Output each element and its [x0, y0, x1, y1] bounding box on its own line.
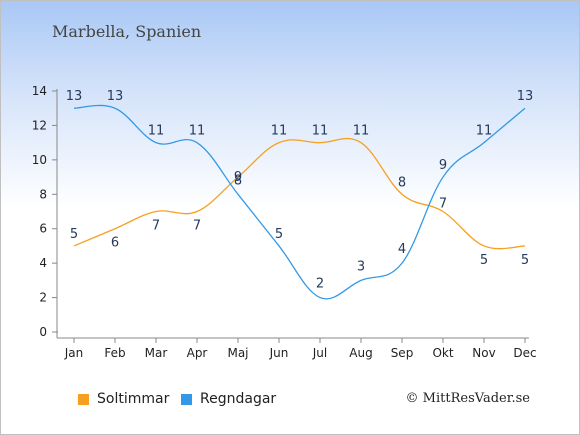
y-tick-label: 2	[39, 291, 47, 305]
legend-label-soltimmar: Soltimmar	[97, 391, 170, 407]
x-tick-label: Apr	[187, 346, 208, 360]
x-tick-label: Dec	[513, 346, 536, 360]
data-label-regndagar: 11	[148, 124, 165, 139]
x-tick-label: Jul	[312, 346, 327, 360]
data-label-regndagar: 4	[398, 242, 406, 257]
data-labels: 5 6 7 7 9 11 11 11 8 7 5 5 13 13 11 11 8 5 2 3 4 9 11 13	[66, 89, 534, 291]
series-line-regndagar	[73, 104, 526, 300]
data-label-regndagar: 2	[316, 277, 324, 292]
data-label-soltimmar: 7	[152, 219, 160, 234]
data-label-soltimmar: 5	[70, 227, 78, 242]
axes: 0 2 4 6 8 10 12 14 Jan Feb Mar Apr Maj Jun Jul Aug Sep Ok…	[32, 84, 537, 360]
data-label-soltimmar: 5	[521, 253, 529, 268]
data-label-soltimmar: 11	[312, 124, 329, 139]
data-label-soltimmar: 11	[271, 124, 288, 139]
data-label-soltimmar: 5	[480, 253, 488, 268]
data-label-regndagar: 11	[476, 124, 493, 139]
legend-swatch-soltimmar	[78, 393, 89, 405]
data-label-soltimmar: 9	[234, 170, 242, 185]
data-label-soltimmar: 6	[111, 236, 119, 251]
data-label-soltimmar: 7	[193, 219, 201, 234]
y-tick-label: 10	[32, 153, 47, 167]
y-tick-label: 12	[32, 118, 47, 132]
data-label-soltimmar: 8	[398, 175, 406, 190]
data-label-regndagar: 8	[234, 173, 242, 188]
legend-item-soltimmar: Soltimmar	[78, 391, 169, 407]
x-tick-label: Jan	[64, 346, 84, 360]
data-label-regndagar: 13	[107, 89, 124, 104]
y-tick-label: 0	[39, 325, 47, 339]
y-tick-label: 8	[39, 187, 47, 201]
data-label-regndagar: 13	[517, 89, 534, 104]
y-tick-label: 4	[39, 256, 47, 270]
x-tick-label: Feb	[104, 346, 125, 360]
legend-swatch-regndagar	[181, 393, 192, 405]
data-label-regndagar: 3	[357, 259, 365, 274]
legend-label-regndagar: Regndagar	[200, 391, 277, 407]
x-tick-label: Sep	[391, 346, 414, 360]
x-tick-label: Aug	[349, 346, 372, 360]
x-tick-label: Nov	[472, 346, 495, 360]
chart-title: Marbella, Spanien	[52, 22, 202, 41]
series-lines	[73, 104, 526, 300]
y-tick-label: 14	[32, 84, 47, 98]
copyright-text: © MittResVader.se	[405, 391, 530, 406]
series-line-soltimmar	[73, 137, 526, 250]
x-tick-label: Maj	[227, 346, 248, 360]
legend-item-regndagar: Regndagar	[181, 391, 276, 407]
data-label-soltimmar: 11	[353, 124, 370, 139]
y-tick-label: 6	[39, 222, 47, 236]
x-tick-label: Okt	[432, 346, 453, 360]
data-label-soltimmar: 7	[439, 197, 447, 212]
data-label-regndagar: 5	[275, 227, 283, 242]
x-tick-label: Jun	[269, 346, 289, 360]
data-label-regndagar: 11	[189, 124, 206, 139]
x-tick-label: Mar	[145, 346, 168, 360]
data-label-regndagar: 13	[66, 89, 83, 104]
data-label-regndagar: 9	[439, 158, 447, 173]
